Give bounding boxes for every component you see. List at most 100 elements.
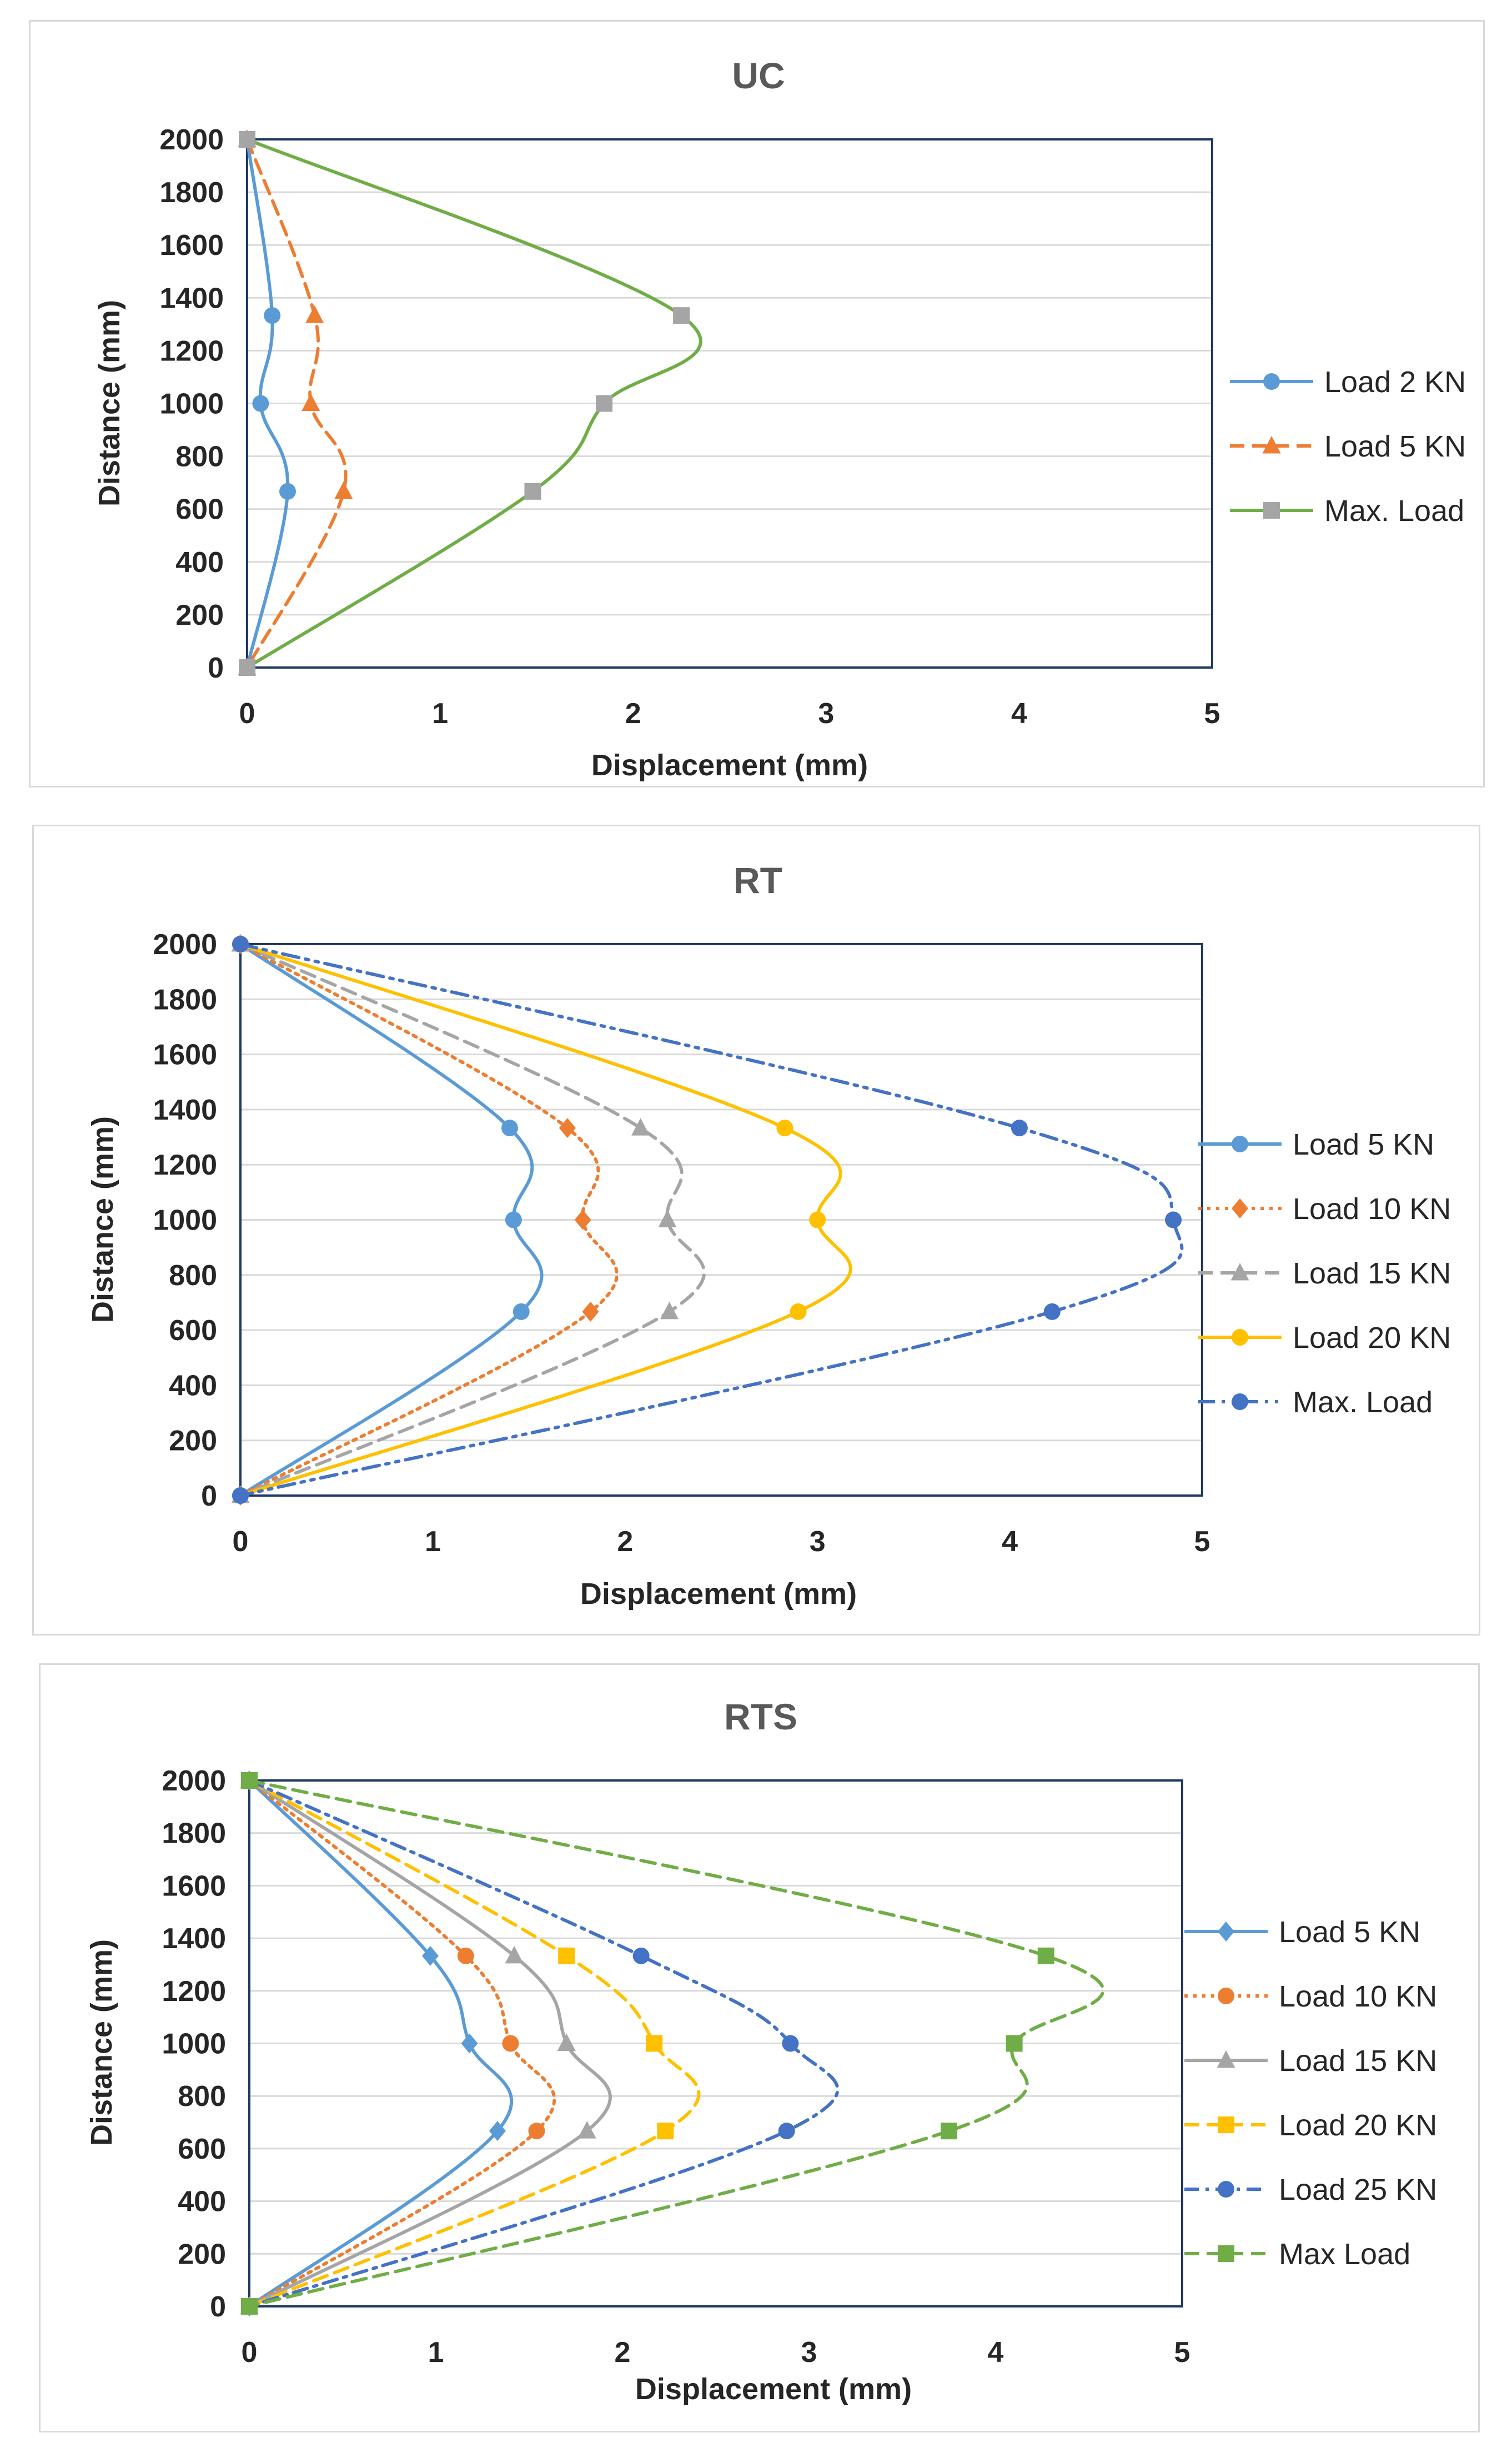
data-point <box>1043 1303 1061 1320</box>
x-tick-label: 5 <box>1194 1526 1210 1558</box>
legend-item: Load 20 KN <box>1184 2109 1437 2142</box>
legend-marker <box>1232 1329 1248 1346</box>
y-tick-label: 1600 <box>153 1039 217 1071</box>
legend-label: Max Load <box>1279 2238 1410 2271</box>
legend-label: Load 5 KN <box>1293 1128 1434 1161</box>
series-line <box>248 1779 701 2308</box>
y-tick-label: 800 <box>175 441 224 473</box>
x-tick-label: 0 <box>239 698 255 730</box>
legend-label: Max. Load <box>1324 494 1464 528</box>
legend-item: Load 15 KN <box>1184 2044 1437 2078</box>
x-tick-label: 3 <box>801 2336 817 2369</box>
legend-label: Load 15 KN <box>1279 2044 1437 2078</box>
chart-title: UC <box>732 55 785 96</box>
data-point <box>457 1947 474 1964</box>
data-point <box>1165 1211 1182 1228</box>
data-point <box>334 481 353 499</box>
data-point <box>252 395 269 412</box>
x-axis-label: Displacement (mm) <box>591 749 868 782</box>
plot-area <box>248 1779 1183 2307</box>
data-point <box>1006 2035 1023 2052</box>
data-point <box>574 1210 591 1230</box>
legend-item: Load 10 KN <box>1198 1192 1451 1226</box>
data-point <box>513 1303 530 1320</box>
legend-label: Load 20 KN <box>1279 2109 1437 2142</box>
legend-marker <box>1230 1263 1249 1281</box>
data-point <box>279 483 296 500</box>
legend-marker <box>1262 436 1281 454</box>
y-tick-label: 1200 <box>153 1149 217 1181</box>
y-tick-label: 0 <box>201 1480 217 1512</box>
y-axis-label: Distance (mm) <box>86 1116 119 1323</box>
y-tick-label: 400 <box>169 1370 217 1402</box>
legend-label: Load 2 KN <box>1324 365 1466 399</box>
data-point <box>305 305 324 323</box>
chart-title: RT <box>734 860 782 901</box>
data-point <box>559 1118 576 1138</box>
y-tick-label: 200 <box>178 2238 226 2270</box>
data-point <box>239 659 255 676</box>
legend-marker <box>1218 1988 1234 2004</box>
legend-label: Load 20 KN <box>1293 1321 1451 1355</box>
y-tick-label: 1400 <box>162 1923 226 1955</box>
legend-label: Load 15 KN <box>1293 1257 1451 1290</box>
chart-rt: RT 0 200 400 600 800 1000 1200 1400 1600 1800 2000… <box>86 860 1451 1611</box>
y-tick-label: 0 <box>208 652 224 684</box>
series-line <box>239 942 706 1497</box>
legend-marker <box>1218 2116 1234 2133</box>
data-point <box>660 1301 679 1320</box>
data-point <box>461 2033 478 2054</box>
x-tick-label: 4 <box>988 2336 1004 2369</box>
data-point <box>790 1303 807 1320</box>
data-point <box>809 1211 826 1228</box>
data-point <box>505 1945 524 1964</box>
y-tick-label: 0 <box>210 2291 226 2323</box>
legend-item: Max Load <box>1184 2238 1410 2271</box>
y-tick-label: 1800 <box>153 984 217 1016</box>
data-point <box>778 2123 795 2140</box>
chart-uc: UC 0 200 400 600 800 1000 1200 1400 1600 1800 2000… <box>93 55 1466 782</box>
legend-marker <box>1232 1136 1248 1152</box>
y-tick-label: 1000 <box>153 1205 217 1237</box>
x-axis-label: Displacement (mm) <box>580 1577 857 1611</box>
y-tick-label: 600 <box>169 1315 217 1347</box>
data-point <box>502 2035 519 2052</box>
y-tick-label: 400 <box>178 2186 226 2218</box>
y-tick-label: 2000 <box>159 124 224 156</box>
series-line <box>248 1779 840 2308</box>
x-tick-label: 2 <box>615 2336 631 2369</box>
plot-area <box>239 943 1203 1497</box>
legend-label: Load 25 KN <box>1279 2173 1437 2206</box>
plot-area <box>246 138 1213 669</box>
legend-item: Max. Load <box>1230 494 1464 528</box>
y-tick-label: 1600 <box>162 1870 226 1902</box>
chart-panel-rts: RTS 0 200 400 600 800 1000 1200 1400 1600 1800 200… <box>39 1663 1480 2432</box>
data-point <box>1037 1947 1054 1964</box>
x-tick-label: 2 <box>617 1526 633 1558</box>
x-tick-label: 5 <box>1204 698 1220 730</box>
legend-marker <box>1232 1393 1248 1410</box>
legend-label: Load 10 KN <box>1279 1980 1437 2013</box>
chart-rts: RTS 0 200 400 600 800 1000 1200 1400 1600 1800 200… <box>85 1696 1437 2406</box>
y-tick-label: 400 <box>175 546 224 579</box>
legend-label: Max. Load <box>1293 1386 1433 1419</box>
chart-title: RTS <box>724 1696 797 1737</box>
data-point <box>658 1210 677 1227</box>
legend-label: Load 5 KN <box>1324 430 1466 463</box>
legend-label: Load 10 KN <box>1293 1192 1451 1226</box>
series-line <box>239 942 1184 1497</box>
legend-item: Load 5 KN <box>1184 1915 1420 1949</box>
y-tick-label: 1200 <box>159 335 224 367</box>
legend-marker <box>1232 1198 1248 1218</box>
data-point <box>631 1118 650 1136</box>
data-point <box>596 395 613 412</box>
legend-item: Load 5 KN <box>1230 430 1466 463</box>
x-tick-label: 0 <box>242 2336 258 2369</box>
data-point <box>232 1487 249 1504</box>
data-point <box>505 1211 522 1228</box>
y-tick-label: 1800 <box>159 177 224 209</box>
legend-item: Load 10 KN <box>1184 1980 1437 2013</box>
x-tick-label: 4 <box>1011 698 1027 730</box>
x-tick-label: 3 <box>810 1526 826 1558</box>
data-point <box>241 2298 258 2315</box>
